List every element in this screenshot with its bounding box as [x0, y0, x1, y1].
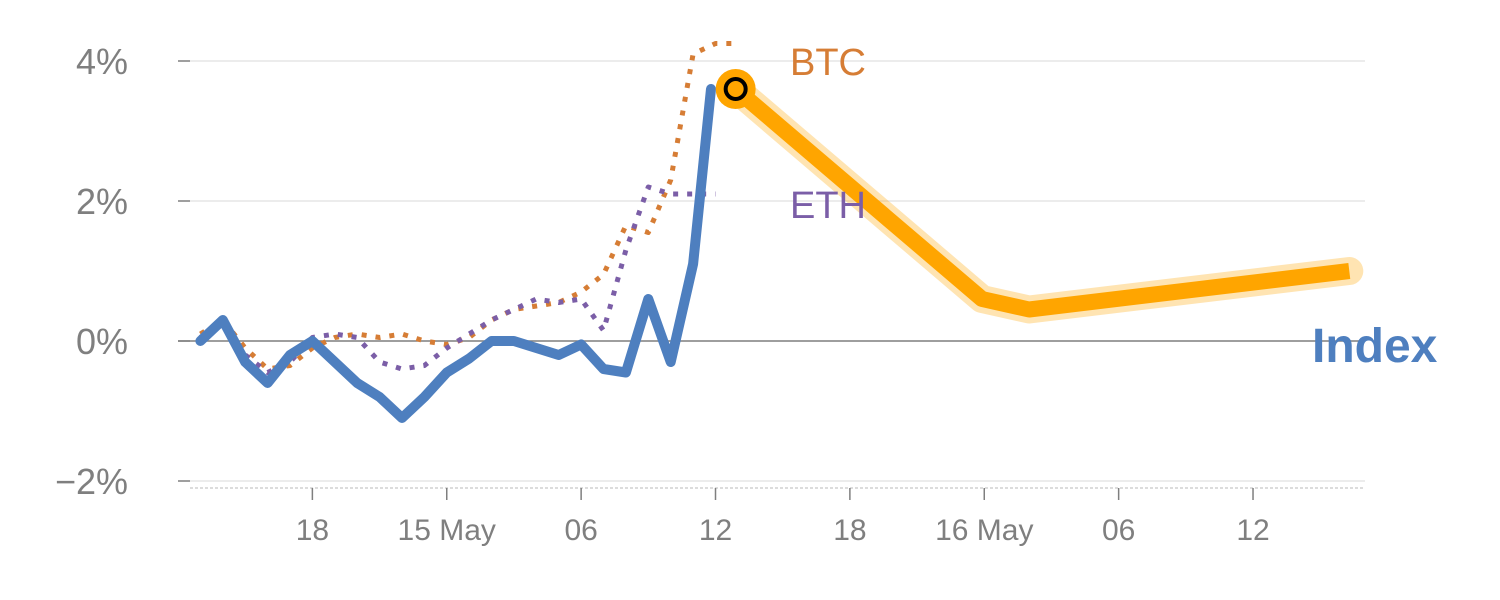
y-tick-label: 4% — [76, 41, 128, 82]
marker-halo — [715, 69, 756, 109]
y-tick-label: 0% — [76, 321, 128, 362]
current-value-marker — [723, 77, 748, 101]
x-tick-label: 16 May — [935, 514, 1033, 547]
series-label-index: Index — [1312, 320, 1438, 373]
series-labels: BTC ETH Index — [790, 42, 1438, 373]
x-tick-label: 18 — [296, 514, 329, 547]
series-line-eth — [198, 184, 716, 375]
forecast-line — [715, 69, 1364, 324]
axes: −2% 0% 2% 4% 18 15 May 06 12 18 16 May 06 12 — [55, 41, 1365, 547]
gridlines — [178, 60, 1365, 482]
x-tick-label: 18 — [833, 514, 866, 547]
x-tick-label: 06 — [1102, 514, 1135, 547]
x-tick-label: 12 — [699, 514, 732, 547]
x-tick-label: 15 May — [398, 514, 496, 547]
series-label-btc: BTC — [790, 42, 866, 84]
series-label-eth: ETH — [790, 185, 866, 227]
y-tick-label: 2% — [76, 181, 128, 222]
series-line-btc — [199, 41, 738, 372]
x-tick-label: 12 — [1236, 514, 1269, 547]
series-line-index — [195, 84, 716, 423]
forecast-line-index — [730, 82, 1351, 318]
series-lines — [195, 41, 738, 423]
x-tick-label: 06 — [564, 514, 597, 547]
y-tick-label: −2% — [55, 461, 128, 502]
